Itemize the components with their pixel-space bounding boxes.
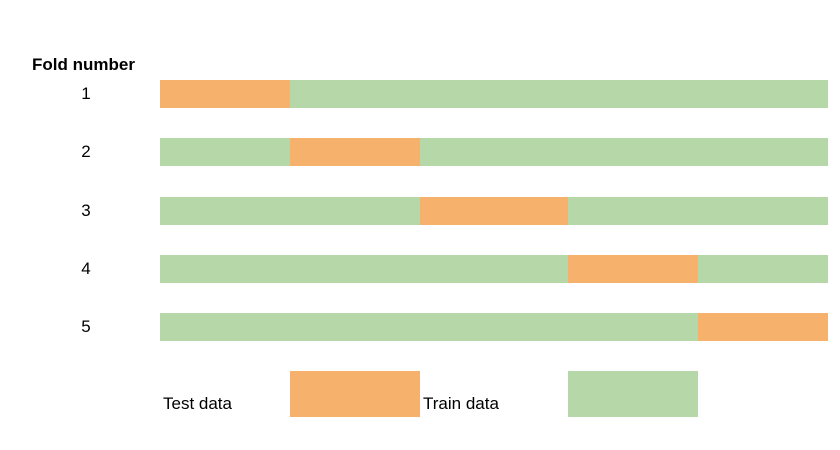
- fold-4-test-segment: [568, 255, 698, 283]
- fold-bar-2: [160, 138, 828, 166]
- fold-bar-4: [160, 255, 828, 283]
- legend-test-swatch: [290, 371, 420, 417]
- fold-2-train-segment: [160, 138, 290, 166]
- fold-3-test-segment: [419, 197, 568, 225]
- fold-2-train-segment: [419, 138, 828, 166]
- fold-number-header: Fold number: [32, 55, 135, 74]
- fold-5-train-segment: [160, 313, 698, 341]
- fold-label-2: 2: [81, 142, 91, 161]
- fold-bar-3: [160, 197, 828, 225]
- fold-label-4: 4: [81, 259, 91, 278]
- fold-2-test-segment: [289, 138, 420, 166]
- fold-1-test-segment: [160, 80, 290, 108]
- fold-3-train-segment: [160, 197, 420, 225]
- legend-train-label: Train data: [423, 394, 499, 413]
- fold-label-1: 1: [81, 84, 91, 103]
- fold-label-3: 3: [81, 201, 91, 220]
- fold-4-train-segment: [697, 255, 828, 283]
- fold-bar-1: [160, 80, 828, 108]
- legend-test-label: Test data: [163, 394, 232, 413]
- fold-1-train-segment: [289, 80, 828, 108]
- fold-bar-5: [160, 313, 828, 341]
- fold-4-train-segment: [160, 255, 568, 283]
- legend-train-swatch: [568, 371, 698, 417]
- fold-label-5: 5: [81, 317, 91, 336]
- fold-3-train-segment: [568, 197, 828, 225]
- fold-5-test-segment: [698, 313, 828, 341]
